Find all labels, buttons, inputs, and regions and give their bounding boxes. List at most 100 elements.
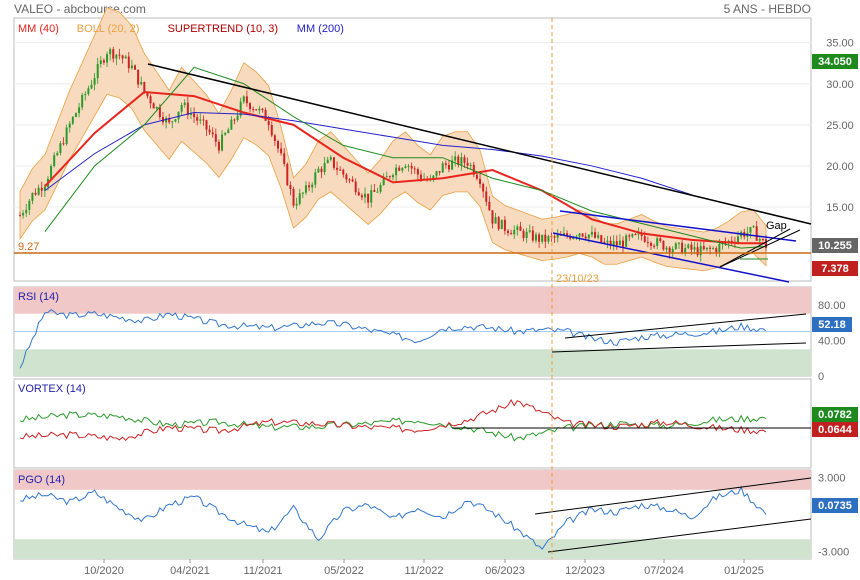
rsi-lower-trendline — [551, 342, 807, 353]
pgo-title: PGO (14) — [18, 474, 65, 486]
candle-body — [180, 104, 183, 112]
candle-body — [684, 248, 687, 254]
candle-body — [37, 187, 40, 195]
candle-body — [252, 109, 255, 111]
candle-body — [628, 235, 631, 237]
candle-body — [699, 246, 702, 256]
vortex-minus-value: 0.0644 — [818, 424, 853, 436]
candle-body — [541, 234, 544, 242]
rsi-zones — [14, 287, 811, 376]
rsi-tick-label: 40.00 — [818, 335, 846, 347]
candle-body — [40, 187, 43, 191]
overlay-mm-line — [44, 112, 692, 196]
candle-body — [544, 234, 547, 242]
candle-body — [121, 55, 124, 59]
candle-body — [525, 231, 528, 238]
candle-body — [497, 217, 500, 230]
candle-body — [177, 111, 180, 120]
candle-body — [233, 119, 236, 121]
candle-body — [659, 238, 662, 241]
candle-body — [587, 234, 590, 239]
candle-body — [202, 119, 205, 121]
candle-body — [696, 247, 699, 256]
candle-body — [600, 235, 603, 243]
vortex-plus-badge — [812, 407, 858, 422]
legend-entry: SUPERTREND (10, 3) — [168, 23, 278, 35]
x-tick-label: 10/2020 — [84, 565, 124, 577]
candle-body — [488, 201, 491, 211]
candle-body — [87, 88, 90, 95]
candle-body — [245, 96, 248, 104]
candle-body — [208, 129, 211, 133]
rsi-series-line — [19, 308, 767, 369]
vortex-lines — [19, 399, 767, 442]
candle-body — [553, 236, 556, 238]
candle-body — [273, 135, 276, 142]
candle-body — [730, 240, 733, 242]
price-tick-label: 20.00 — [826, 161, 854, 173]
price-badge-label: 7.378 — [821, 263, 849, 275]
candle-body — [65, 127, 68, 145]
candle-body — [267, 120, 270, 126]
candle-body — [174, 119, 177, 122]
candle-body — [463, 157, 466, 163]
candle-body — [345, 174, 348, 180]
price-tick-label: 15.00 — [826, 202, 854, 214]
vortex-panel-frame — [13, 378, 812, 469]
pgo-tick-label: -3.000 — [818, 547, 849, 559]
candle-body — [444, 163, 447, 165]
candle-body — [643, 236, 646, 242]
price-y-axis: 15.00 20.00 25.00 30.00 35.00 — [826, 38, 854, 214]
x-tick-label: 05/2022 — [324, 565, 364, 577]
candle-body — [127, 56, 130, 69]
candle-body — [301, 192, 304, 194]
rsi-line — [19, 308, 767, 369]
candle-body — [295, 203, 298, 206]
overlay-mm-line — [44, 90, 766, 245]
candle-body — [749, 227, 752, 233]
candle-body — [388, 176, 391, 178]
x-tick-label: 12/2023 — [565, 565, 605, 577]
price-tick-label: 30.00 — [826, 79, 854, 91]
candle-body — [507, 230, 510, 233]
pgo-upper-trendline — [534, 477, 812, 515]
trendlines: Gap 23/10/23 9.27 — [14, 63, 812, 285]
candle-body — [68, 123, 71, 128]
candle-body — [165, 117, 168, 123]
candle-body — [590, 231, 593, 235]
rsi-tick-label: 0 — [818, 371, 824, 383]
candle-body — [214, 134, 217, 142]
candle-body — [25, 209, 28, 214]
candle-body — [534, 234, 537, 241]
vortex-minus-line — [19, 399, 767, 442]
candle-body — [276, 141, 279, 149]
candle-body — [612, 241, 615, 246]
candle-body — [457, 156, 460, 165]
candle-body — [494, 217, 497, 224]
x-tick-label: 01/2025 — [724, 565, 764, 577]
vortex-plus-value: 0.0782 — [818, 409, 852, 421]
candle-body — [264, 109, 267, 121]
chart-period-label: 5 ANS - HEBDO — [724, 2, 811, 16]
rsi-tick-label: 80.00 — [818, 300, 846, 312]
pgo-high-zone — [14, 470, 811, 490]
candle-body — [78, 107, 81, 114]
candle-body — [19, 215, 21, 217]
candle-body — [668, 247, 671, 253]
candle-body — [28, 200, 31, 210]
candle-body — [419, 174, 422, 180]
candle-body — [646, 241, 649, 243]
candle-body — [603, 242, 606, 244]
candle-body — [479, 178, 482, 184]
candle-body — [451, 160, 454, 170]
candle-body — [581, 233, 584, 237]
candle-body — [261, 108, 264, 110]
candle-body — [199, 119, 202, 121]
candle-body — [115, 54, 118, 59]
pgo-value-badge — [812, 498, 858, 513]
candle-body — [615, 241, 618, 246]
rsi-y-axis: 0 40.00 80.00 52.18 — [812, 300, 852, 383]
candle-body — [230, 119, 233, 130]
candle-body — [339, 169, 342, 171]
